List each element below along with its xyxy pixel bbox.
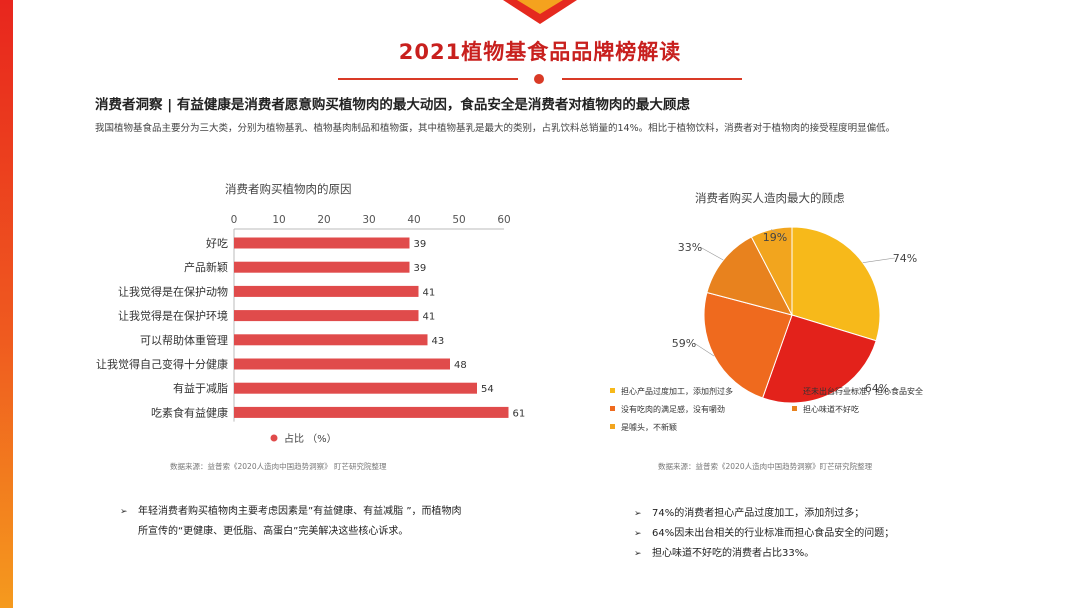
right-bullets: 74%的消费者担心产品过度加工，添加剂过多； 64%因未出台相关的行业标准而担心… <box>634 504 954 564</box>
legend-swatch <box>610 388 615 393</box>
legend-swatch <box>610 406 615 411</box>
legend-marker <box>270 434 278 442</box>
pie-leader-line <box>693 342 715 357</box>
x-tick-label: 10 <box>272 214 285 226</box>
pie-value-label: 33% <box>678 241 702 254</box>
pie-slice <box>706 236 793 316</box>
x-tick-label: 60 <box>497 214 510 226</box>
legend-swatch <box>792 406 797 411</box>
bar <box>234 261 410 273</box>
legend-label: 是噱头，不新颖 <box>621 423 677 432</box>
title-divider-right <box>562 78 742 80</box>
bar-value-label: 39 <box>414 263 427 274</box>
pie-slice <box>750 226 793 316</box>
pie-legend-item: 还未出台行业标准，担心食品安全 <box>792 386 923 397</box>
bullet-item: 担心味道不好吃的消费者占比33%。 <box>634 544 954 564</box>
category-label: 有益于减脂 <box>173 381 228 395</box>
bar <box>234 358 450 370</box>
bar-value-label: 43 <box>432 336 445 347</box>
headline: 消费者洞察 | 有益健康是消费者愿意购买植物肉的最大动因，食品安全是消费者对植物… <box>95 97 690 113</box>
legend-label: 担心味道不好吃 <box>803 405 859 414</box>
bar-chart-title: 消费者购买植物肉的原因 <box>225 182 352 196</box>
pie-value-label: 74% <box>893 252 917 265</box>
pie-legend-item: 没有吃肉的满足感，没有嚼劲 <box>610 404 725 415</box>
bar <box>234 334 428 346</box>
category-label: 让我觉得是在保护环境 <box>118 309 228 323</box>
top-decoration <box>503 0 577 24</box>
x-tick-label: 50 <box>452 214 465 226</box>
pie-slice <box>761 314 877 404</box>
bar-value-label: 39 <box>414 239 427 250</box>
x-tick-label: 30 <box>362 214 375 226</box>
legend-swatch <box>792 388 797 393</box>
legend-label: 担心产品过度加工，添加剂过多 <box>621 387 733 396</box>
bullet-item: 74%的消费者担心产品过度加工，添加剂过多； <box>634 504 954 524</box>
pie-value-label: 59% <box>672 337 696 350</box>
bar-value-label: 48 <box>454 360 467 371</box>
bar-chart-source: 数据来源：益普索《2020人造肉中国趋势洞察》 盯芒研究院整理 <box>170 462 387 471</box>
pie-leader-line <box>831 387 868 394</box>
pie-chart-title: 消费者购买人造肉最大的顾虑 <box>695 191 845 205</box>
legend-label: 占比 （%） <box>284 432 337 445</box>
bar-value-label: 54 <box>481 384 494 395</box>
category-label: 好吃 <box>206 236 228 250</box>
left-accent-bar <box>0 0 13 608</box>
bullet-item: 64%因未出台相关的行业标准而担心食品安全的问题； <box>634 524 954 544</box>
bar <box>234 237 410 249</box>
page-title: 2021植物基食品品牌榜解读 <box>398 40 682 64</box>
pie-value-label: 64% <box>865 382 889 395</box>
title-divider-left <box>338 78 518 80</box>
left-bullets: 年轻消费者购买植物肉主要考虑因素是”有益健康、有益减脂 ”，而植物肉所宣传的“更… <box>120 502 470 542</box>
bar <box>234 406 509 418</box>
bullet-item: 年轻消费者购买植物肉主要考虑因素是”有益健康、有益减脂 ”，而植物肉所宣传的“更… <box>120 502 470 542</box>
pie-legend-item: 担心产品过度加工，添加剂过多 <box>610 386 733 397</box>
pie-legend-item: 担心味道不好吃 <box>792 404 859 415</box>
bar <box>234 285 419 297</box>
bar <box>234 310 419 322</box>
x-tick-label: 0 <box>231 214 238 226</box>
bar-value-label: 41 <box>423 287 436 298</box>
pie-leader-line <box>862 257 896 263</box>
pie-legend-item: 是噱头，不新颖 <box>610 422 677 433</box>
legend-label: 没有吃肉的满足感，没有嚼劲 <box>621 405 725 414</box>
x-tick-label: 40 <box>407 214 420 226</box>
category-label: 让我觉得自己变得十分健康 <box>96 357 228 371</box>
category-label: 产品新颖 <box>184 260 228 274</box>
pie-slice <box>703 291 793 399</box>
x-tick-label: 20 <box>317 214 330 226</box>
bar-value-label: 41 <box>423 312 436 323</box>
bar-value-label: 61 <box>513 408 526 419</box>
pie-value-label: 19% <box>763 231 787 244</box>
category-label: 让我觉得是在保护动物 <box>118 284 228 298</box>
pie-slice <box>791 226 881 342</box>
pie-chart-source: 数据来源：益普索《2020人造肉中国趋势洞察》盯芒研究院整理 <box>658 462 873 471</box>
legend-swatch <box>610 424 615 429</box>
intro-paragraph: 我国植物基食品主要分为三大类，分别为植物基乳、植物基肉制品和植物蛋，其中植物基乳… <box>95 123 896 134</box>
pie-leader-line <box>770 229 786 238</box>
legend-label: 还未出台行业标准，担心食品安全 <box>803 387 923 396</box>
title-divider-dot <box>534 74 544 84</box>
bar <box>234 382 477 394</box>
category-label: 可以帮助体重管理 <box>140 333 228 347</box>
category-label: 吃素食有益健康 <box>151 405 228 419</box>
pie-leader-line <box>699 246 724 261</box>
